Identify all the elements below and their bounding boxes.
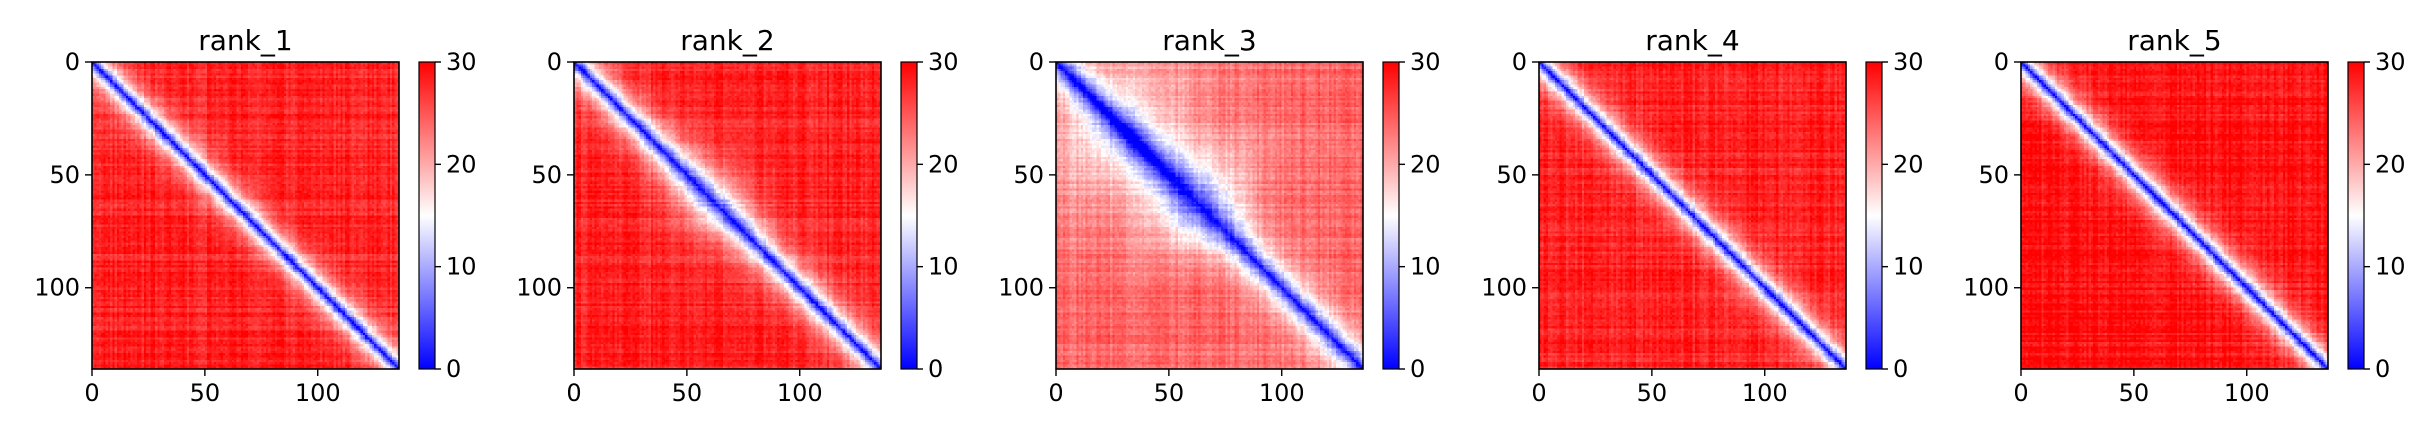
y-tick-label: 50: [1978, 161, 2009, 189]
colorbar-tick-label: 30: [1893, 48, 1924, 76]
y-tick-label: 100: [1963, 274, 2009, 302]
y-tick-label: 100: [516, 274, 562, 302]
x-tick-label: 0: [1048, 379, 1063, 407]
x-tick-label: 100: [777, 379, 823, 407]
colorbar-tick-label: 10: [2375, 253, 2406, 281]
axes-frame: [2020, 61, 2329, 370]
x-tick-label: 100: [295, 379, 341, 407]
y-tick-label: 0: [1512, 48, 1527, 76]
colorbar-tick-label: 0: [928, 355, 943, 383]
colorbar-tick-label: 10: [1893, 253, 1924, 281]
x-tick-label: 0: [1531, 379, 1546, 407]
x-tick-label: 50: [190, 379, 221, 407]
colorbar: 0 10 20 30: [900, 48, 959, 383]
y-tick-label: 100: [998, 274, 1044, 302]
y-tick-label: 0: [1029, 48, 1044, 76]
colorbar-tick-label: 0: [1893, 355, 1908, 383]
heatmap-panel: rank_3 0 50 100 0 50 100 0 10 20 30: [998, 24, 1440, 407]
colorbar-tick-label: 20: [2375, 150, 2406, 178]
colorbar-tick-label: 20: [1893, 150, 1924, 178]
panel-title: rank_3: [1162, 24, 1256, 57]
colorbar-tick-label: 0: [1410, 355, 1425, 383]
y-tick-label: 0: [1994, 48, 2009, 76]
heatmap-panel: rank_2 0 50 100 0 50 100 0 10 20 30: [516, 24, 958, 407]
y-tick-label: 50: [49, 161, 80, 189]
colorbar-tick-label: 10: [446, 253, 477, 281]
colorbar: 0 10 20 30: [1382, 48, 1441, 383]
colorbar-tick-label: 20: [446, 150, 477, 178]
axes-frame: [573, 61, 882, 370]
panel-title: rank_1: [198, 24, 292, 57]
colorbar-gradient: [1865, 61, 1883, 370]
panel-title: rank_2: [680, 24, 774, 57]
colorbar-tick-label: 10: [928, 253, 959, 281]
colorbar-tick-label: 10: [1410, 253, 1441, 281]
x-tick-label: 50: [1154, 379, 1185, 407]
y-tick-label: 100: [1481, 274, 1527, 302]
x-tick-label: 0: [566, 379, 581, 407]
heatmap-image: [2021, 62, 2328, 369]
colorbar-gradient: [1382, 61, 1400, 370]
colorbar: 0 10 20 30: [2347, 48, 2406, 383]
colorbar-tick-label: 0: [446, 355, 461, 383]
heatmap-panel: rank_1 0 50 100 0 50 100 0 10 20 30: [34, 24, 476, 407]
x-tick-label: 50: [1637, 379, 1668, 407]
heatmap-panel: rank_4 0 50 100 0 50 100 0 10 20 30: [1481, 24, 1923, 407]
colorbar: 0 10 20 30: [1865, 48, 1924, 383]
colorbar-gradient: [900, 61, 918, 370]
heatmap-image: [92, 62, 399, 369]
y-tick-label: 50: [531, 161, 562, 189]
heatmap-image: [574, 62, 881, 369]
x-tick-label: 100: [2224, 379, 2270, 407]
colorbar-tick-label: 0: [2375, 355, 2390, 383]
heatmap-image: [1539, 62, 1846, 369]
colorbar-tick-label: 20: [1410, 150, 1441, 178]
colorbar-tick-label: 30: [2375, 48, 2406, 76]
colorbar-gradient: [2347, 61, 2365, 370]
panel-title: rank_5: [2127, 24, 2221, 57]
y-tick-label: 0: [547, 48, 562, 76]
x-tick-label: 50: [2119, 379, 2150, 407]
colorbar-tick-label: 30: [446, 48, 477, 76]
x-tick-label: 100: [1259, 379, 1305, 407]
heatmap-image: [1056, 62, 1363, 369]
x-tick-label: 100: [1742, 379, 1788, 407]
colorbar: 0 10 20 30: [418, 48, 477, 383]
y-tick-label: 50: [1013, 161, 1044, 189]
colorbar-gradient: [418, 61, 436, 370]
y-tick-label: 0: [65, 48, 80, 76]
colorbar-tick-label: 30: [928, 48, 959, 76]
axes-frame: [1538, 61, 1847, 370]
x-tick-label: 0: [84, 379, 99, 407]
x-tick-label: 0: [2013, 379, 2028, 407]
axes-frame: [1055, 61, 1364, 370]
colorbar-tick-label: 30: [1410, 48, 1441, 76]
panel-title: rank_4: [1645, 24, 1739, 57]
y-tick-label: 50: [1496, 161, 1527, 189]
x-tick-label: 50: [672, 379, 703, 407]
colorbar-tick-label: 20: [928, 150, 959, 178]
axes-frame: [91, 61, 400, 370]
y-tick-label: 100: [34, 274, 80, 302]
heatmap-panel: rank_5 0 50 100 0 50 100 0 10 20 30: [1963, 24, 2405, 407]
